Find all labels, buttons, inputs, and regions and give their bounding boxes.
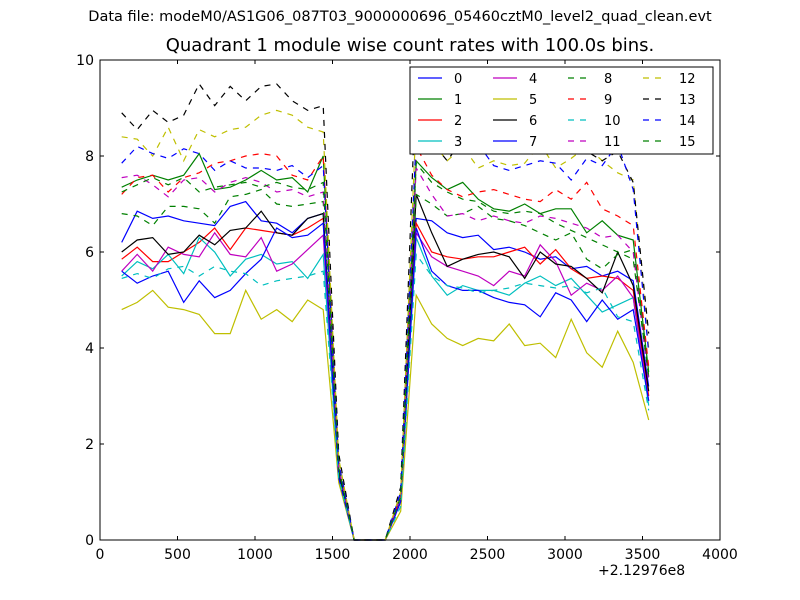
series-line-13 <box>121 74 650 541</box>
series-line-1 <box>121 152 650 541</box>
legend-label-3: 3 <box>454 135 462 150</box>
x-tick-label: 0 <box>96 547 105 563</box>
x-tick-label: 1500 <box>315 547 351 563</box>
y-tick-label: 6 <box>85 245 94 261</box>
legend-label-14: 14 <box>679 114 696 129</box>
legend-label-8: 8 <box>604 72 612 87</box>
x-tick-label: 3500 <box>625 547 661 563</box>
legend-label-12: 12 <box>679 72 696 87</box>
legend-label-10: 10 <box>604 114 621 129</box>
series-line-14 <box>121 135 650 541</box>
y-tick-label: 4 <box>85 341 94 357</box>
series-line-6 <box>121 194 650 541</box>
legend-label-15: 15 <box>679 135 696 150</box>
x-tick-label: 4000 <box>702 547 738 563</box>
x-tick-label: 2500 <box>470 547 506 563</box>
legend-label-7: 7 <box>529 135 537 150</box>
series-line-7 <box>121 222 650 541</box>
series-line-12 <box>121 109 650 541</box>
legend-label-9: 9 <box>604 93 612 108</box>
series-line-9 <box>121 144 650 541</box>
y-tick-label: 8 <box>85 149 94 165</box>
legend-label-1: 1 <box>454 93 462 108</box>
x-tick-label: 500 <box>164 547 191 563</box>
y-tick-label: 10 <box>76 53 94 69</box>
legend-label-2: 2 <box>454 114 462 129</box>
legend-box <box>409 66 714 155</box>
series-line-10 <box>121 252 650 541</box>
x-tick-label: 1000 <box>237 547 273 563</box>
x-tick-label: 2000 <box>392 547 428 563</box>
chart-title: Quadrant 1 module wise count rates with … <box>165 35 655 56</box>
legend-label-4: 4 <box>529 72 537 87</box>
legend-label-6: 6 <box>529 114 537 129</box>
series-line-8 <box>121 188 650 541</box>
data-file-title: Data file: modeM0/AS1G06_087T03_90000006… <box>88 9 712 25</box>
legend-label-5: 5 <box>529 93 537 108</box>
y-tick-label: 2 <box>85 437 94 453</box>
y-tick-label: 0 <box>85 533 94 549</box>
legend-label-13: 13 <box>679 93 696 108</box>
series-line-5 <box>121 288 650 541</box>
legend-label-11: 11 <box>604 135 621 150</box>
x-offset-label: +2.12976e8 <box>598 563 686 579</box>
x-tick-label: 3000 <box>547 547 583 563</box>
legend-label-0: 0 <box>454 72 462 87</box>
series-line-0 <box>121 200 650 541</box>
series-line-15 <box>121 161 650 541</box>
